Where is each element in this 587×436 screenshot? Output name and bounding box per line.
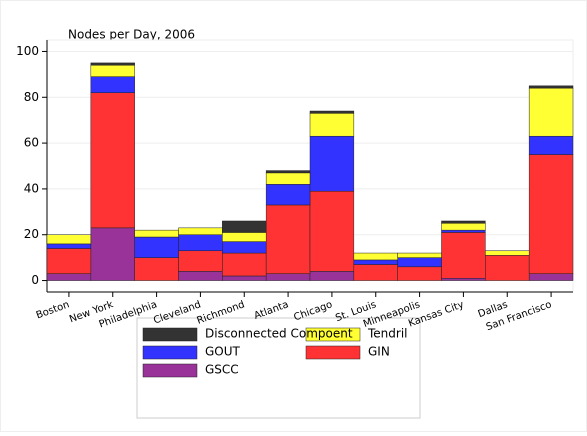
bar-segment	[353, 264, 398, 281]
y-tick-label: 40	[24, 181, 39, 195]
bar-segment	[134, 236, 179, 258]
bar-segment	[90, 64, 135, 77]
bar-segment	[485, 250, 530, 256]
bar-segment	[222, 241, 267, 254]
y-tick-label: 80	[24, 90, 39, 104]
bar-segment	[222, 220, 267, 233]
bar-segment	[46, 234, 92, 245]
bar-segment	[178, 234, 223, 252]
bar-segment	[46, 248, 92, 274]
bar-segment	[265, 170, 311, 174]
bar-segment	[265, 184, 311, 206]
bar-segment	[309, 190, 355, 272]
legend-label: GSCC	[205, 363, 239, 377]
bar-segment	[90, 76, 135, 93]
bar-segment	[397, 266, 442, 281]
bar-segment	[441, 232, 486, 279]
bar-segment	[309, 113, 355, 137]
bar-segment	[265, 204, 311, 274]
bar-segment	[528, 154, 574, 274]
legend-swatch	[142, 327, 198, 342]
y-tick-label: 100	[16, 44, 39, 58]
bar-segment	[441, 229, 486, 233]
bar-segment	[441, 223, 486, 231]
y-tick-label: 0	[31, 273, 39, 287]
legend-swatch	[142, 363, 198, 378]
legend-label: GIN	[368, 345, 390, 359]
y-tick-label: 20	[24, 227, 39, 241]
bar-segment	[485, 255, 530, 281]
bar-segment	[309, 110, 355, 114]
bar-segment	[90, 92, 135, 229]
bar-segment	[222, 252, 267, 277]
bar-segment	[90, 227, 135, 281]
bar-segment	[353, 259, 398, 265]
bar-segment	[134, 229, 179, 238]
bar-segment	[528, 87, 574, 137]
bar-segment	[134, 257, 179, 281]
bar-segment	[222, 275, 267, 281]
bar-segment	[46, 243, 92, 249]
bar-segment	[441, 220, 486, 224]
legend-label: GOUT	[205, 345, 241, 359]
bar-segment	[265, 273, 311, 281]
bar-segment	[397, 252, 442, 258]
legend-swatch	[305, 327, 361, 342]
chart-title: Nodes per Day, 2006	[68, 28, 195, 42]
bar-segment	[528, 85, 574, 89]
bar-segment	[353, 252, 398, 261]
bar-segment	[178, 271, 223, 281]
bar-segment	[265, 172, 311, 185]
bar-segment	[178, 227, 223, 235]
legend-label: Tendril	[367, 327, 408, 341]
y-tick-label: 60	[24, 136, 39, 150]
bar-segment	[178, 250, 223, 272]
bar-segment	[222, 232, 267, 242]
legend-swatch	[142, 345, 198, 360]
legend-label: Disconnected Compoent	[205, 327, 353, 341]
bar-segment	[309, 135, 355, 192]
bar-segment	[309, 271, 355, 281]
bar-segment	[528, 273, 574, 281]
bar-segment	[397, 257, 442, 268]
bar-segment	[441, 278, 486, 281]
bar-segment	[528, 135, 574, 155]
bar-segment	[90, 62, 135, 66]
legend-swatch	[305, 345, 361, 360]
bar-segment	[46, 273, 92, 281]
